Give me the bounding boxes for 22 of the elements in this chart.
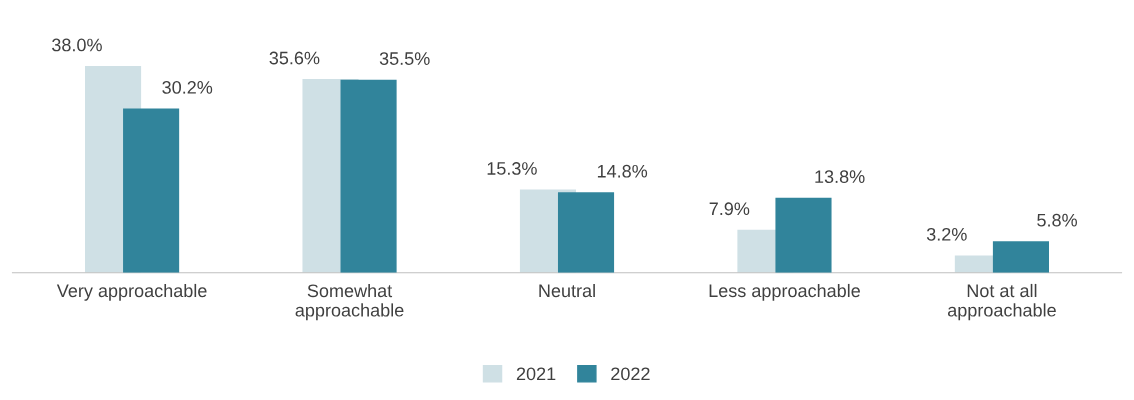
x-tick-label: Less approachable [709,283,860,301]
x-tick-label: Neutral [539,283,595,298]
legend-label: 2022 [611,367,650,381]
bar [340,79,397,273]
data-label: 14.8% [597,164,648,178]
data-label: 38.0% [52,38,102,52]
x-tick-label: Somewhat approachable [295,283,404,321]
data-label: 7.9% [709,202,750,216]
data-label: 5.8% [1037,213,1077,227]
data-label: 13.8% [815,170,865,184]
x-tick-label: Very approachable [56,283,207,301]
legend-label: 2021 [516,367,556,381]
bar [992,241,1049,273]
bar [123,108,180,273]
data-label: 15.3% [487,162,537,175]
data-label: 35.5% [379,52,430,65]
bar [557,192,615,273]
x-tick-label: Not at all approachable [947,283,1056,321]
bar [775,197,832,273]
data-label: 3.2% [926,227,967,241]
data-label: 30.2% [162,81,213,94]
data-label: 35.6% [269,51,320,65]
